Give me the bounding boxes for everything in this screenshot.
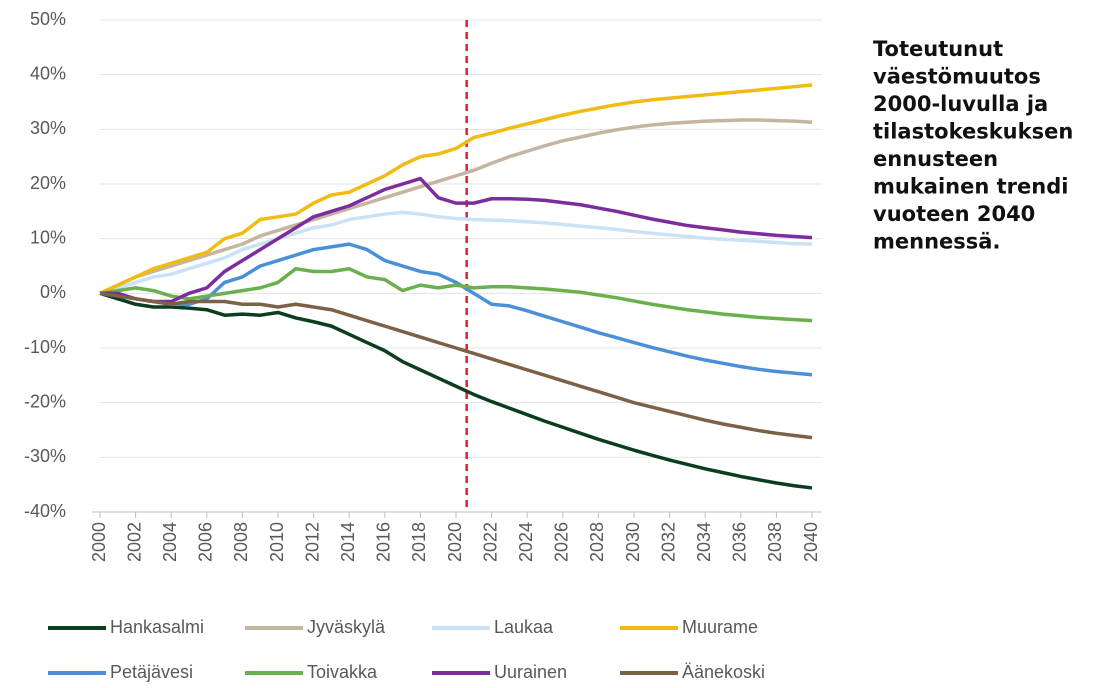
- x-tick-label: 2000: [89, 522, 109, 562]
- legend-label: Jyväskylä: [307, 617, 386, 637]
- series-line: [99, 210, 813, 296]
- annotation: mennessä.: [873, 230, 1000, 254]
- legend-label: Toivakka: [307, 662, 378, 682]
- annotation: 2000-luvulla ja: [873, 92, 1048, 116]
- y-tick-label: -20%: [24, 391, 66, 411]
- x-tick-label: 2014: [338, 522, 358, 562]
- annotation: Toteutunut: [873, 37, 1003, 61]
- annotation: mukainen trendi: [873, 175, 1068, 199]
- y-tick-label: -10%: [24, 337, 66, 357]
- annotation: väestömuutos: [873, 65, 1041, 89]
- series-line: [99, 242, 813, 377]
- x-tick-label: 2036: [730, 522, 750, 562]
- x-tick-label: 2020: [445, 522, 465, 562]
- annotation: ennusteen: [873, 147, 998, 171]
- legend-label: Uurainen: [494, 662, 567, 682]
- y-tick-label: -40%: [24, 501, 66, 521]
- series-line: [99, 83, 813, 295]
- x-tick-label: 2016: [374, 522, 394, 562]
- x-tick-label: 2018: [409, 522, 429, 562]
- y-tick-label: -30%: [24, 446, 66, 466]
- x-tick-label: 2006: [196, 522, 216, 562]
- series-line: [99, 118, 813, 295]
- x-tick-label: 2032: [658, 522, 678, 562]
- x-tick-label: 2004: [160, 522, 180, 562]
- legend-label: Laukaa: [494, 617, 554, 637]
- x-tick-label: 2024: [516, 522, 536, 562]
- x-tick-label: 2022: [480, 522, 500, 562]
- y-tick-label: 40%: [30, 63, 66, 83]
- x-tick-label: 2040: [801, 522, 821, 562]
- y-tick-label: 50%: [30, 9, 66, 29]
- x-tick-label: 2034: [694, 522, 714, 562]
- series-line: [99, 291, 813, 490]
- legend-label: Petäjävesi: [110, 662, 193, 682]
- x-tick-label: 2038: [765, 522, 785, 562]
- series-line: [99, 266, 813, 323]
- x-tick-label: 2028: [587, 522, 607, 562]
- y-tick-label: 20%: [30, 173, 66, 193]
- x-tick-label: 2030: [623, 522, 643, 562]
- annotation: vuoteen 2040: [873, 202, 1035, 226]
- y-tick-label: 10%: [30, 227, 66, 247]
- x-tick-label: 2026: [552, 522, 572, 562]
- x-tick-label: 2008: [231, 522, 251, 562]
- annotation: tilastokeskuksen: [873, 120, 1073, 144]
- x-tick-label: 2012: [302, 522, 322, 562]
- x-tick-label: 2002: [124, 522, 144, 562]
- x-tick-label: 2010: [267, 522, 287, 562]
- y-tick-label: 0%: [40, 282, 66, 302]
- series-line: [99, 291, 813, 440]
- y-tick-label: 30%: [30, 118, 66, 138]
- legend-label: Äänekoski: [682, 662, 765, 682]
- legend-label: Hankasalmi: [110, 617, 204, 637]
- series-line: [100, 176, 813, 304]
- legend-label: Muurame: [682, 617, 758, 637]
